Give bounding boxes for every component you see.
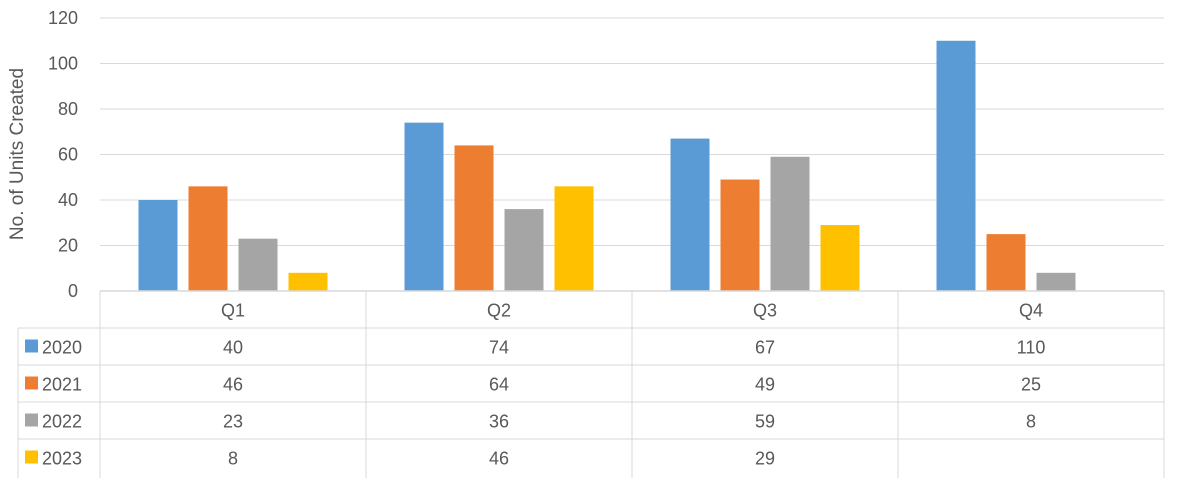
bar-2023-Q1 bbox=[289, 273, 328, 291]
bar-2020-Q3 bbox=[671, 139, 710, 291]
table-value: 67 bbox=[755, 338, 775, 358]
y-tick-label: 100 bbox=[48, 54, 78, 74]
legend-label: 2021 bbox=[42, 375, 82, 395]
category-label: Q1 bbox=[221, 301, 245, 321]
legend-label: 2023 bbox=[42, 449, 82, 469]
legend-label: 2020 bbox=[42, 338, 82, 358]
gridlines bbox=[100, 18, 1164, 246]
table-value: 74 bbox=[489, 338, 509, 358]
table-value: 49 bbox=[755, 375, 775, 395]
table-value: 29 bbox=[755, 449, 775, 469]
bar-2021-Q4 bbox=[987, 234, 1026, 291]
y-axis-label: No. of Units Created bbox=[7, 68, 28, 240]
table-value: 25 bbox=[1021, 375, 1041, 395]
bar-2021-Q2 bbox=[455, 145, 494, 291]
y-axis: 0 20 40 60 80 100 120 bbox=[48, 8, 78, 301]
y-tick-label: 120 bbox=[48, 8, 78, 28]
bar-2021-Q3 bbox=[721, 180, 760, 291]
bar-2021-Q1 bbox=[189, 186, 228, 291]
table-value: 23 bbox=[223, 412, 243, 432]
bars bbox=[139, 41, 1076, 291]
y-tick-label: 60 bbox=[58, 145, 78, 165]
bar-2020-Q4 bbox=[937, 41, 976, 291]
table-value: 46 bbox=[489, 449, 509, 469]
table-value: 8 bbox=[1026, 412, 1036, 432]
table-value: 64 bbox=[489, 375, 509, 395]
bar-2023-Q3 bbox=[821, 225, 860, 291]
legend-swatch-2020 bbox=[25, 340, 38, 353]
y-tick-label: 20 bbox=[58, 236, 78, 256]
bar-2022-Q4 bbox=[1037, 273, 1076, 291]
legend-swatch-2023 bbox=[25, 451, 38, 464]
bar-2022-Q2 bbox=[505, 209, 544, 291]
bar-2022-Q1 bbox=[239, 239, 278, 291]
bar-2020-Q1 bbox=[139, 200, 178, 291]
bar-2020-Q2 bbox=[405, 123, 444, 291]
y-tick-label: 0 bbox=[68, 281, 78, 301]
legend-swatch-2021 bbox=[25, 377, 38, 390]
table-value: 59 bbox=[755, 412, 775, 432]
bar-2023-Q2 bbox=[555, 186, 594, 291]
category-label: Q2 bbox=[487, 301, 511, 321]
category-label: Q3 bbox=[753, 301, 777, 321]
table-value: 46 bbox=[223, 375, 243, 395]
table-value: 36 bbox=[489, 412, 509, 432]
table-value: 110 bbox=[1017, 338, 1046, 358]
data-table: Q1 Q2 Q3 Q4 2020 40 74 67 110 2021 46 64 49 25 2022 23 3… bbox=[18, 291, 1164, 478]
y-tick-label: 80 bbox=[58, 99, 78, 119]
legend-label: 2022 bbox=[42, 412, 82, 432]
y-tick-label: 40 bbox=[58, 190, 78, 210]
legend-swatch-2022 bbox=[25, 414, 38, 427]
table-value: 40 bbox=[223, 338, 243, 358]
table-value: 8 bbox=[228, 449, 238, 469]
bar-2022-Q3 bbox=[771, 157, 810, 291]
category-label: Q4 bbox=[1019, 301, 1043, 321]
